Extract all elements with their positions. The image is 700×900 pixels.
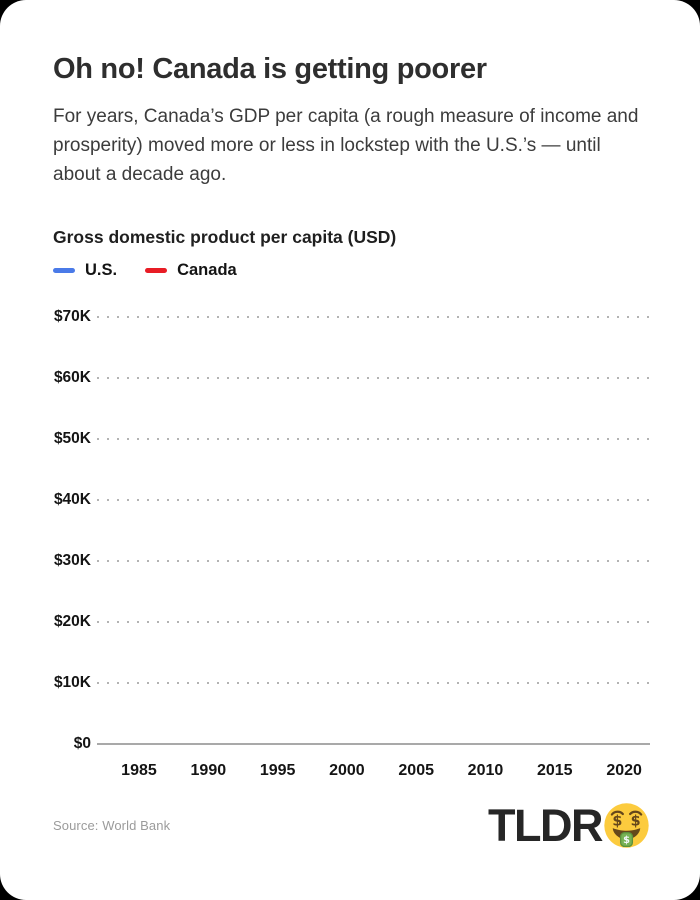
y-axis-tick-label: $10K [53,673,91,691]
legend-item-us: U.S. [53,261,117,280]
page-title: Oh no! Canada is getting poorer [53,53,487,85]
chart-legend: U.S. Canada [53,261,650,281]
x-axis-tick-label: 2015 [536,761,573,779]
source-note: Source: World Bank [53,817,171,833]
subtitle: For years, Canada’s GDP per capita (a ro… [53,105,639,185]
chart-title: Gross domestic product per capita (USD) [53,226,397,247]
plot-area: $70K $60K $50K $40K $30K $20K $10K $0 1985 1990 1… [53,307,650,784]
grid-row: $50K [53,429,650,447]
x-axis-tick-label: 2000 [329,761,365,779]
y-axis-tick-label: $60K [53,368,91,386]
grid-row: $70K [53,307,650,325]
grid-row: $10K [53,673,650,691]
gridline [97,559,650,562]
gridline [97,315,650,318]
gridline [97,681,650,684]
y-axis-tick-label: $0 [73,734,91,752]
grid-row: $60K [53,368,650,386]
x-axis-tick-label: 1990 [190,761,227,779]
grid-row: $20K [53,612,650,630]
legend-label: U.S. [85,261,118,280]
x-axis-tick-label: 2010 [467,761,504,779]
x-axis-baseline [97,743,650,745]
x-axis-tick-label: 1985 [121,761,157,779]
y-axis-tick-label: $70K [53,307,91,325]
logo-text: TLDR [488,799,603,851]
grid-row: $30K [53,551,650,569]
legend-item-canada: Canada [145,261,237,280]
x-axis-tick-label: 1995 [259,761,296,779]
money-mouth-face-icon: $ $ $ [604,803,649,848]
y-axis-tick-label: $30K [53,551,91,569]
svg-text:$: $ [612,813,622,829]
gridline [97,498,650,501]
svg-text:$: $ [623,835,630,846]
x-axis-tick-label: 2005 [398,761,434,779]
y-axis-tick-label: $40K [53,490,91,508]
svg-text:$: $ [631,813,641,829]
legend-swatch [53,268,75,274]
grid-row: $40K [53,490,650,508]
gridline [97,620,650,623]
gridline [97,437,650,440]
gridline [97,376,650,379]
tldr-logo: TLDR $ $ $ [488,802,650,849]
grid-row: $0 [53,734,650,752]
footer: Source: World Bank TLDR $ $ $ [53,802,650,849]
y-axis-tick-label: $20K [53,612,91,630]
legend-swatch [145,268,168,274]
y-axis-tick-label: $50K [53,429,91,447]
x-axis: 1985 1990 1995 2000 2005 2010 2015 2020 [97,758,650,784]
legend-label: Canada [177,261,237,280]
gridlines: $70K $60K $50K $40K $30K $20K $10K $0 [53,307,650,752]
x-axis-tick-label: 2020 [606,761,642,779]
